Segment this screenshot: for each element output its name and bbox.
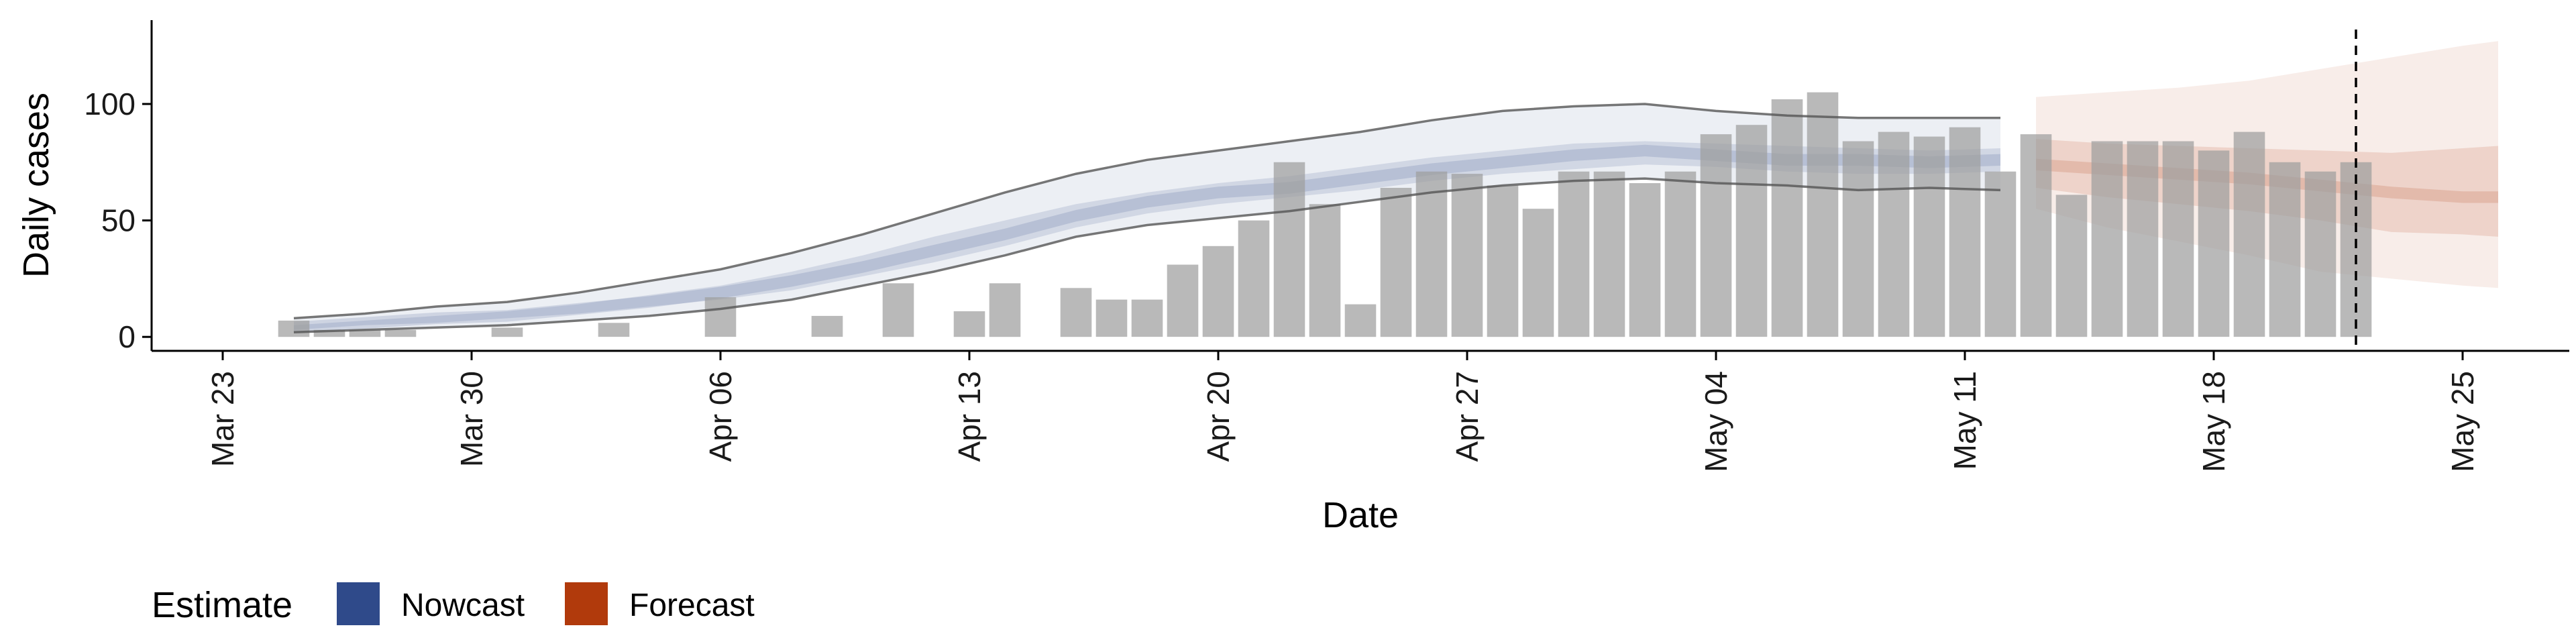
- bar-2020-03-31: [491, 327, 523, 337]
- bar-2020-04-23: [1309, 204, 1341, 337]
- x-tick-label-2020-05-18: May 18: [2196, 371, 2231, 472]
- bar-2020-05-15: [2091, 141, 2123, 337]
- bar-2020-05-19: [2233, 131, 2265, 337]
- bar-2020-05-08: [1842, 141, 1874, 337]
- bar-2020-03-27: [349, 329, 381, 337]
- x-tick-label-2020-03-23: Mar 23: [205, 371, 240, 467]
- x-tick-label-2020-04-06: Apr 06: [703, 371, 738, 462]
- axes: 0 50 100 Mar 23 Mar 30 Apr 06 Apr 13 Apr 20 Apr…: [16, 20, 2569, 535]
- x-axis-title: Date: [1322, 495, 1399, 535]
- bar-2020-04-21: [1238, 220, 1270, 337]
- nowcast-band-90: [294, 104, 2000, 333]
- bar-2020-04-29: [1522, 209, 1554, 337]
- bar-2020-04-09: [811, 315, 843, 337]
- bar-2020-04-14: [989, 283, 1021, 337]
- estimate-lines: [293, 103, 2001, 333]
- bar-2020-05-02: [1629, 183, 1661, 337]
- x-tick-label-2020-05-25: May 25: [2445, 371, 2480, 472]
- bar-2020-04-17: [1095, 299, 1128, 337]
- nowcast-upper-line: [293, 103, 2000, 320]
- bar-2020-05-04: [1700, 134, 1732, 337]
- y-ticks: 0 50 100: [84, 87, 152, 354]
- bar-2020-04-19: [1167, 264, 1199, 337]
- bar-2020-05-21: [2304, 171, 2337, 337]
- legend-label-forecast: Forecast: [629, 588, 755, 623]
- bar-2020-04-27: [1451, 174, 1483, 337]
- legend-label-nowcast: Nowcast: [401, 588, 525, 623]
- bar-2020-05-03: [1664, 171, 1697, 337]
- bar-2020-05-17: [2162, 141, 2194, 337]
- bar-2020-04-06: [704, 297, 737, 337]
- bar-2020-05-10: [1913, 136, 1945, 337]
- bar-2020-05-06: [1771, 99, 1803, 337]
- nowcast-lower-line: [293, 177, 2001, 333]
- bar-2020-05-05: [1735, 125, 1768, 337]
- y-tick-label-0: 0: [118, 319, 136, 354]
- bar-2020-05-09: [1878, 131, 1910, 337]
- legend-swatch-forecast: [565, 582, 608, 625]
- bar-2020-05-20: [2269, 162, 2301, 337]
- bar-2020-03-26: [313, 329, 345, 337]
- x-tick-label-2020-04-20: Apr 20: [1201, 371, 1236, 462]
- bar-2020-05-14: [2055, 195, 2088, 337]
- x-tick-label-2020-03-30: Mar 30: [454, 371, 489, 467]
- x-tick-label-2020-04-13: Apr 13: [952, 371, 987, 462]
- bar-2020-05-12: [1984, 171, 2017, 337]
- bar-2020-04-25: [1380, 188, 1412, 337]
- bar-2020-05-13: [2020, 134, 2052, 337]
- bar-2020-03-28: [384, 329, 417, 337]
- x-tick-label-2020-05-04: May 04: [1699, 371, 1733, 472]
- legend-title: Estimate: [152, 585, 292, 625]
- bar-2020-04-03: [598, 323, 630, 337]
- x-ticks: Mar 23 Mar 30 Apr 06 Apr 13 Apr 20 Apr 27 May …: [205, 351, 2480, 472]
- bar-2020-05-01: [1593, 171, 1625, 337]
- x-tick-label-2020-05-11: May 11: [1947, 371, 1982, 470]
- bar-2020-04-11: [882, 283, 914, 337]
- y-tick-label-50: 50: [101, 203, 136, 238]
- y-axis-title: Daily cases: [16, 93, 56, 278]
- bar-2020-04-24: [1344, 304, 1377, 337]
- bar-2020-04-26: [1415, 171, 1448, 337]
- bar-2020-05-16: [2127, 141, 2159, 337]
- legend-swatch-nowcast: [337, 582, 380, 625]
- legend: Estimate Nowcast Forecast: [152, 582, 755, 625]
- bar-2020-04-16: [1060, 288, 1092, 337]
- bar-2020-04-28: [1487, 185, 1519, 337]
- bar-2020-04-20: [1202, 246, 1234, 337]
- bar-2020-04-18: [1131, 299, 1163, 337]
- bar-2020-05-07: [1807, 92, 1839, 337]
- bar-2020-04-22: [1273, 162, 1305, 337]
- bar-2020-03-25: [278, 320, 310, 337]
- reported-case-bars: [278, 92, 2372, 337]
- bar-2020-05-11: [1949, 127, 1981, 337]
- bar-2020-05-18: [2198, 150, 2230, 337]
- x-tick-label-2020-04-27: Apr 27: [1450, 371, 1485, 462]
- bar-2020-04-30: [1558, 171, 1590, 337]
- y-tick-label-100: 100: [84, 87, 136, 121]
- bar-2020-04-13: [953, 311, 985, 337]
